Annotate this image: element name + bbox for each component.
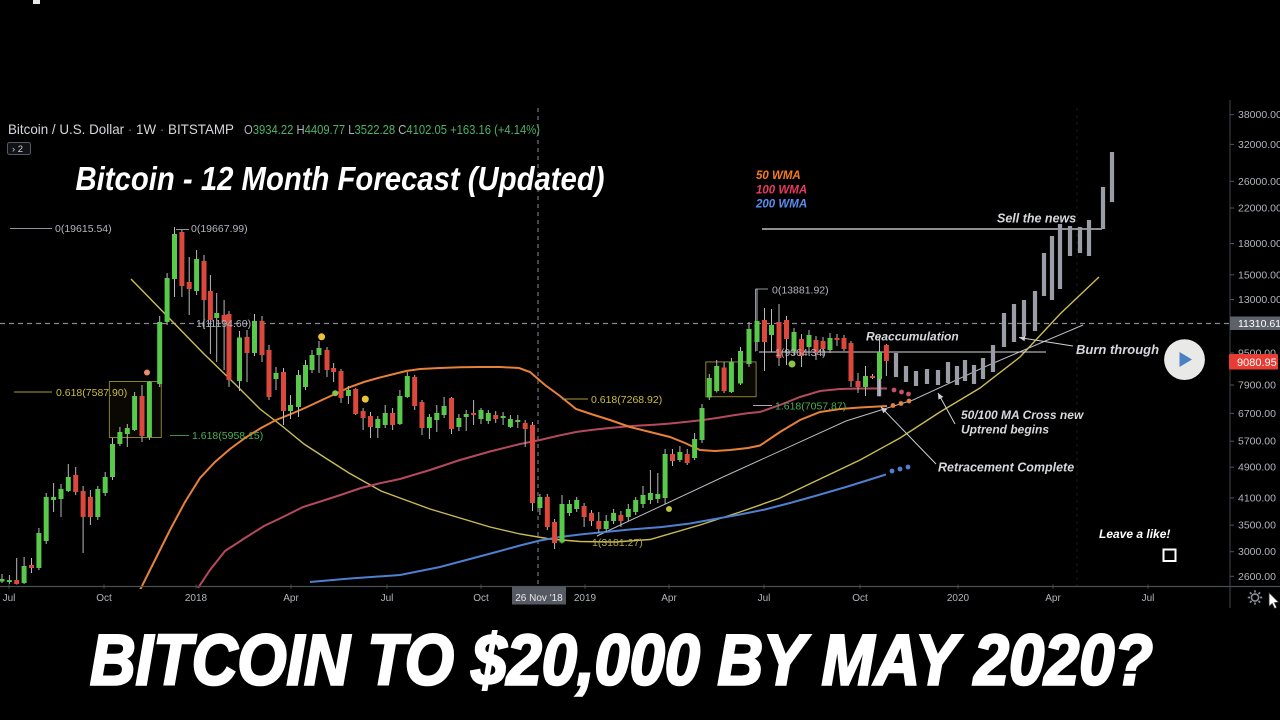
svg-text:1(3181.27): 1(3181.27) xyxy=(592,537,643,549)
svg-text:9080.95: 9080.95 xyxy=(1237,357,1277,369)
svg-text:100 WMA: 100 WMA xyxy=(756,185,807,197)
svg-text:2018: 2018 xyxy=(185,593,208,604)
svg-text:Oct: Oct xyxy=(852,593,868,604)
svg-text:13000.00: 13000.00 xyxy=(1238,294,1280,306)
svg-text:3000.00: 3000.00 xyxy=(1238,546,1276,558)
svg-text:3500.00: 3500.00 xyxy=(1238,520,1276,532)
svg-text:7900.00: 7900.00 xyxy=(1238,380,1276,392)
svg-text:O3934.22 H4409.77 L3522.28 C41: O3934.22 H4409.77 L3522.28 C4102.05 +163… xyxy=(244,123,540,137)
svg-text:200 WMA: 200 WMA xyxy=(755,199,807,211)
svg-text:22000.00: 22000.00 xyxy=(1238,203,1280,215)
svg-text:6700.00: 6700.00 xyxy=(1238,408,1276,420)
svg-text:1(9364.34): 1(9364.34) xyxy=(775,347,826,359)
svg-text:0(13881.92): 0(13881.92) xyxy=(772,285,829,297)
svg-text:5700.00: 5700.00 xyxy=(1238,436,1276,448)
svg-text:1.618(5958.15): 1.618(5958.15) xyxy=(192,430,263,442)
svg-text:Bitcoin - 12 Month Forecast (U: Bitcoin - 12 Month Forecast (Updated) xyxy=(76,160,605,197)
svg-text:Reaccumulation: Reaccumulation xyxy=(866,330,959,344)
svg-text:Jul: Jul xyxy=(1142,593,1155,604)
svg-text:Apr: Apr xyxy=(1045,593,1061,604)
svg-text:2020: 2020 xyxy=(947,593,970,604)
svg-text:2600.00: 2600.00 xyxy=(1238,571,1276,583)
svg-text:Jul: Jul xyxy=(381,593,394,604)
svg-text:1.618(7057.87): 1.618(7057.87) xyxy=(775,401,846,413)
svg-text:› 2: › 2 xyxy=(12,144,23,155)
svg-text:BITCOIN TO $20,000 BY MAY 2020: BITCOIN TO $20,000 BY MAY 2020? xyxy=(90,622,1153,701)
svg-text:11310.61: 11310.61 xyxy=(1238,318,1280,330)
svg-text:0(19615.54): 0(19615.54) xyxy=(55,223,112,235)
svg-text:26 Nov '18: 26 Nov '18 xyxy=(515,593,563,604)
svg-text:Burn through: Burn through xyxy=(1076,342,1159,357)
svg-text:38000.00: 38000.00 xyxy=(1238,109,1280,121)
svg-text:4100.00: 4100.00 xyxy=(1238,492,1276,504)
svg-text:1(11194.60): 1(11194.60) xyxy=(196,318,251,330)
svg-text:15000.00: 15000.00 xyxy=(1238,269,1280,281)
svg-text:0.618(7268.92): 0.618(7268.92) xyxy=(591,394,662,406)
svg-text:0.618(7587.90): 0.618(7587.90) xyxy=(56,387,127,399)
svg-text:32000.00: 32000.00 xyxy=(1238,139,1280,151)
svg-text:50 WMA: 50 WMA xyxy=(756,170,801,182)
svg-text:Jul: Jul xyxy=(3,593,16,604)
svg-text:50/100 MA Cross new: 50/100 MA Cross new xyxy=(961,408,1084,422)
svg-text:Uptrend begins: Uptrend begins xyxy=(961,423,1049,437)
svg-text:Sell the news: Sell the news xyxy=(997,212,1076,226)
svg-text:0(19667.99): 0(19667.99) xyxy=(191,223,248,235)
svg-text:18000.00: 18000.00 xyxy=(1238,238,1280,250)
svg-text:Retracement Complete: Retracement Complete xyxy=(938,461,1074,475)
svg-text:Leave a like!: Leave a like! xyxy=(1099,527,1170,541)
svg-text:Jul: Jul xyxy=(758,593,771,604)
svg-text:Oct: Oct xyxy=(96,593,112,604)
svg-text:Bitcoin / U.S. Dollar · 1W · B: Bitcoin / U.S. Dollar · 1W · BITSTAMP xyxy=(8,121,234,137)
svg-text:Oct: Oct xyxy=(473,593,489,604)
svg-text:Apr: Apr xyxy=(283,593,299,604)
svg-text:Apr: Apr xyxy=(661,593,677,604)
svg-text:2019: 2019 xyxy=(574,593,597,604)
svg-text:26000.00: 26000.00 xyxy=(1238,176,1280,188)
svg-text:4900.00: 4900.00 xyxy=(1238,462,1276,474)
